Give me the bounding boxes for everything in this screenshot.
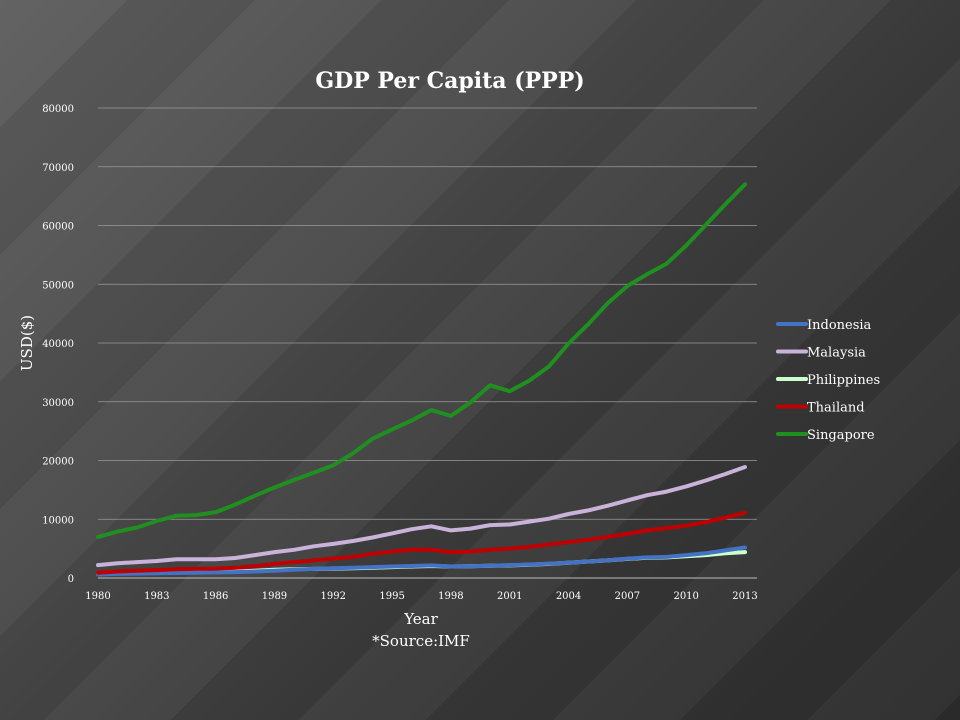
x-tick-label: 2004 [556,591,581,602]
y-tick-label: 60000 [42,222,74,233]
legend-label-singapore: Singapore [807,428,875,443]
y-axis-title: USD($) [18,315,36,371]
chart-title: GDP Per Capita (PPP) [315,68,584,94]
y-tick-label: 10000 [42,515,74,526]
gridlines [98,107,757,579]
y-tick-label: 70000 [42,163,74,174]
x-tick-label: 1989 [262,591,287,602]
series-line-singapore [96,182,747,539]
series-line-thailand [96,510,747,575]
legend-label-malaysia: Malaysia [807,346,866,361]
legend-label-indonesia: Indonesia [807,318,872,333]
legend-label-philippines: Philippines [807,373,880,388]
x-tick-label: 2007 [615,591,640,602]
y-tick-label: 40000 [42,339,74,350]
legend: Indonesia Malaysia Philippines Thailand Sing… [776,318,880,443]
y-tick-label: 30000 [42,398,74,409]
series-line-malaysia [96,465,747,568]
x-tick-label: 1995 [379,591,404,602]
x-tick-label: 2001 [497,591,522,602]
source-note: *Source:IMF [372,632,470,650]
x-tick-label: 2010 [673,591,698,602]
x-tick-label: 1992 [321,591,346,602]
series-line-indonesia [96,545,747,577]
x-tick-label: 1980 [85,591,110,602]
axis-ticks: 0 10000 20000 30000 40000 50000 60000 70000 8000… [42,104,758,602]
y-tick-label: 50000 [42,280,74,291]
y-tick-label: 20000 [42,457,74,468]
x-tick-label: 1998 [438,591,463,602]
y-tick-label: 80000 [42,104,74,115]
x-tick-label: 2013 [732,591,757,602]
y-tick-label: 0 [68,574,74,585]
x-tick-label: 1983 [144,591,169,602]
series-lines [96,182,747,577]
legend-label-thailand: Thailand [807,401,865,416]
x-axis-title: Year [403,610,438,628]
x-tick-label: 1986 [203,591,228,602]
